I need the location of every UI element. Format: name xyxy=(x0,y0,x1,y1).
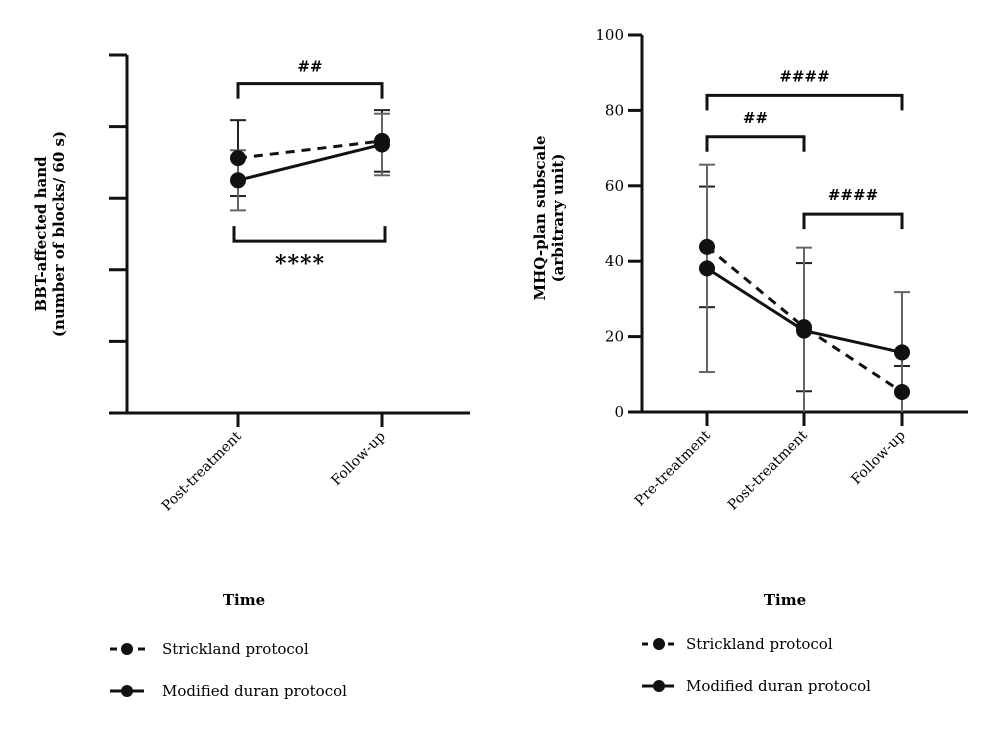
legend: Strickland protocol Modified duran proto… xyxy=(642,635,871,695)
y-tick-label: 0 xyxy=(614,403,624,421)
chart-bbt: BBT-affected hand (number of blocks/ 60 … xyxy=(32,53,470,700)
bracket-line xyxy=(802,212,904,230)
x-tick-label: Follow-up xyxy=(328,428,388,488)
legend-label: Strickland protocol xyxy=(162,640,309,658)
axes: 0 20 40 60 80 100 xyxy=(595,26,968,426)
significance-label: ## xyxy=(297,58,322,76)
y-axis-label: MHQ-plan subscale xyxy=(531,135,549,300)
y-tick-label: 60 xyxy=(605,177,624,195)
data-point-modified-duran xyxy=(699,260,715,277)
bracket-line xyxy=(705,135,806,152)
legend-label: Strickland protocol xyxy=(686,635,833,653)
series-layer xyxy=(699,163,910,412)
y-tick-label: 80 xyxy=(605,101,624,119)
legend: Strickland protocol Modified duran proto… xyxy=(110,640,347,700)
bracket-line xyxy=(236,82,384,99)
x-tick-label: Post-treatment xyxy=(725,427,811,513)
y-axis-label: BBT-affected hand xyxy=(32,156,50,312)
legend-label: Modified duran protocol xyxy=(162,682,347,700)
x-tick-labels: Pre-treatment Post-treatment Follow-up xyxy=(632,427,909,513)
y-tick-label: 20 xyxy=(605,328,624,346)
series-line-modified-duran xyxy=(237,143,383,182)
bracket-line xyxy=(705,93,904,111)
significance-label: #### xyxy=(828,186,878,204)
data-point-strickland xyxy=(230,150,246,167)
significance-brackets: ## **** xyxy=(232,58,387,277)
significance-label: **** xyxy=(275,251,325,277)
significance-label: #### xyxy=(779,67,829,85)
significance-label: ## xyxy=(743,109,768,127)
y-tick-label: 40 xyxy=(605,252,624,270)
significance-bracket: ## xyxy=(236,58,384,99)
y-axis-label-units: (number of blocks/ 60 s) xyxy=(50,131,68,337)
chart-mhq: MHQ-plan subscale (arbitrary unit) 0 20 40… xyxy=(531,26,968,695)
x-tick-label: Follow-up xyxy=(848,427,908,487)
legend-item-modified-duran: Modified duran protocol xyxy=(110,682,347,700)
series-layer xyxy=(230,109,390,212)
x-axis-label: Time xyxy=(223,591,265,609)
significance-bracket: **** xyxy=(232,226,387,277)
significance-bracket: #### xyxy=(802,186,904,230)
error-bars-strickland xyxy=(230,109,390,198)
x-axis-label: Time xyxy=(764,591,806,609)
data-point-strickland xyxy=(699,238,715,255)
axes xyxy=(109,53,470,427)
significance-bracket: #### xyxy=(705,67,904,111)
data-point-modified-duran xyxy=(374,136,390,153)
legend-item-modified-duran: Modified duran protocol xyxy=(642,677,871,695)
bracket-line xyxy=(232,226,387,243)
x-tick-label: Post-treatment xyxy=(159,428,245,514)
x-tick-labels: Post-treatment Follow-up xyxy=(159,428,389,514)
significance-bracket: ## xyxy=(705,109,806,152)
y-axis-label-units: (arbitrary unit) xyxy=(549,154,567,283)
series-line-strickland xyxy=(237,139,383,160)
data-point-modified-duran xyxy=(796,322,812,339)
y-tick-label: 100 xyxy=(595,26,624,44)
legend-item-strickland: Strickland protocol xyxy=(110,640,309,658)
significance-brackets: ########## xyxy=(705,67,904,230)
legend-item-strickland: Strickland protocol xyxy=(642,635,833,653)
data-point-modified-duran xyxy=(894,344,910,361)
legend-label: Modified duran protocol xyxy=(686,677,871,695)
data-point-strickland xyxy=(894,384,910,401)
data-point-modified-duran xyxy=(230,172,246,189)
x-tick-label: Pre-treatment xyxy=(632,427,714,509)
